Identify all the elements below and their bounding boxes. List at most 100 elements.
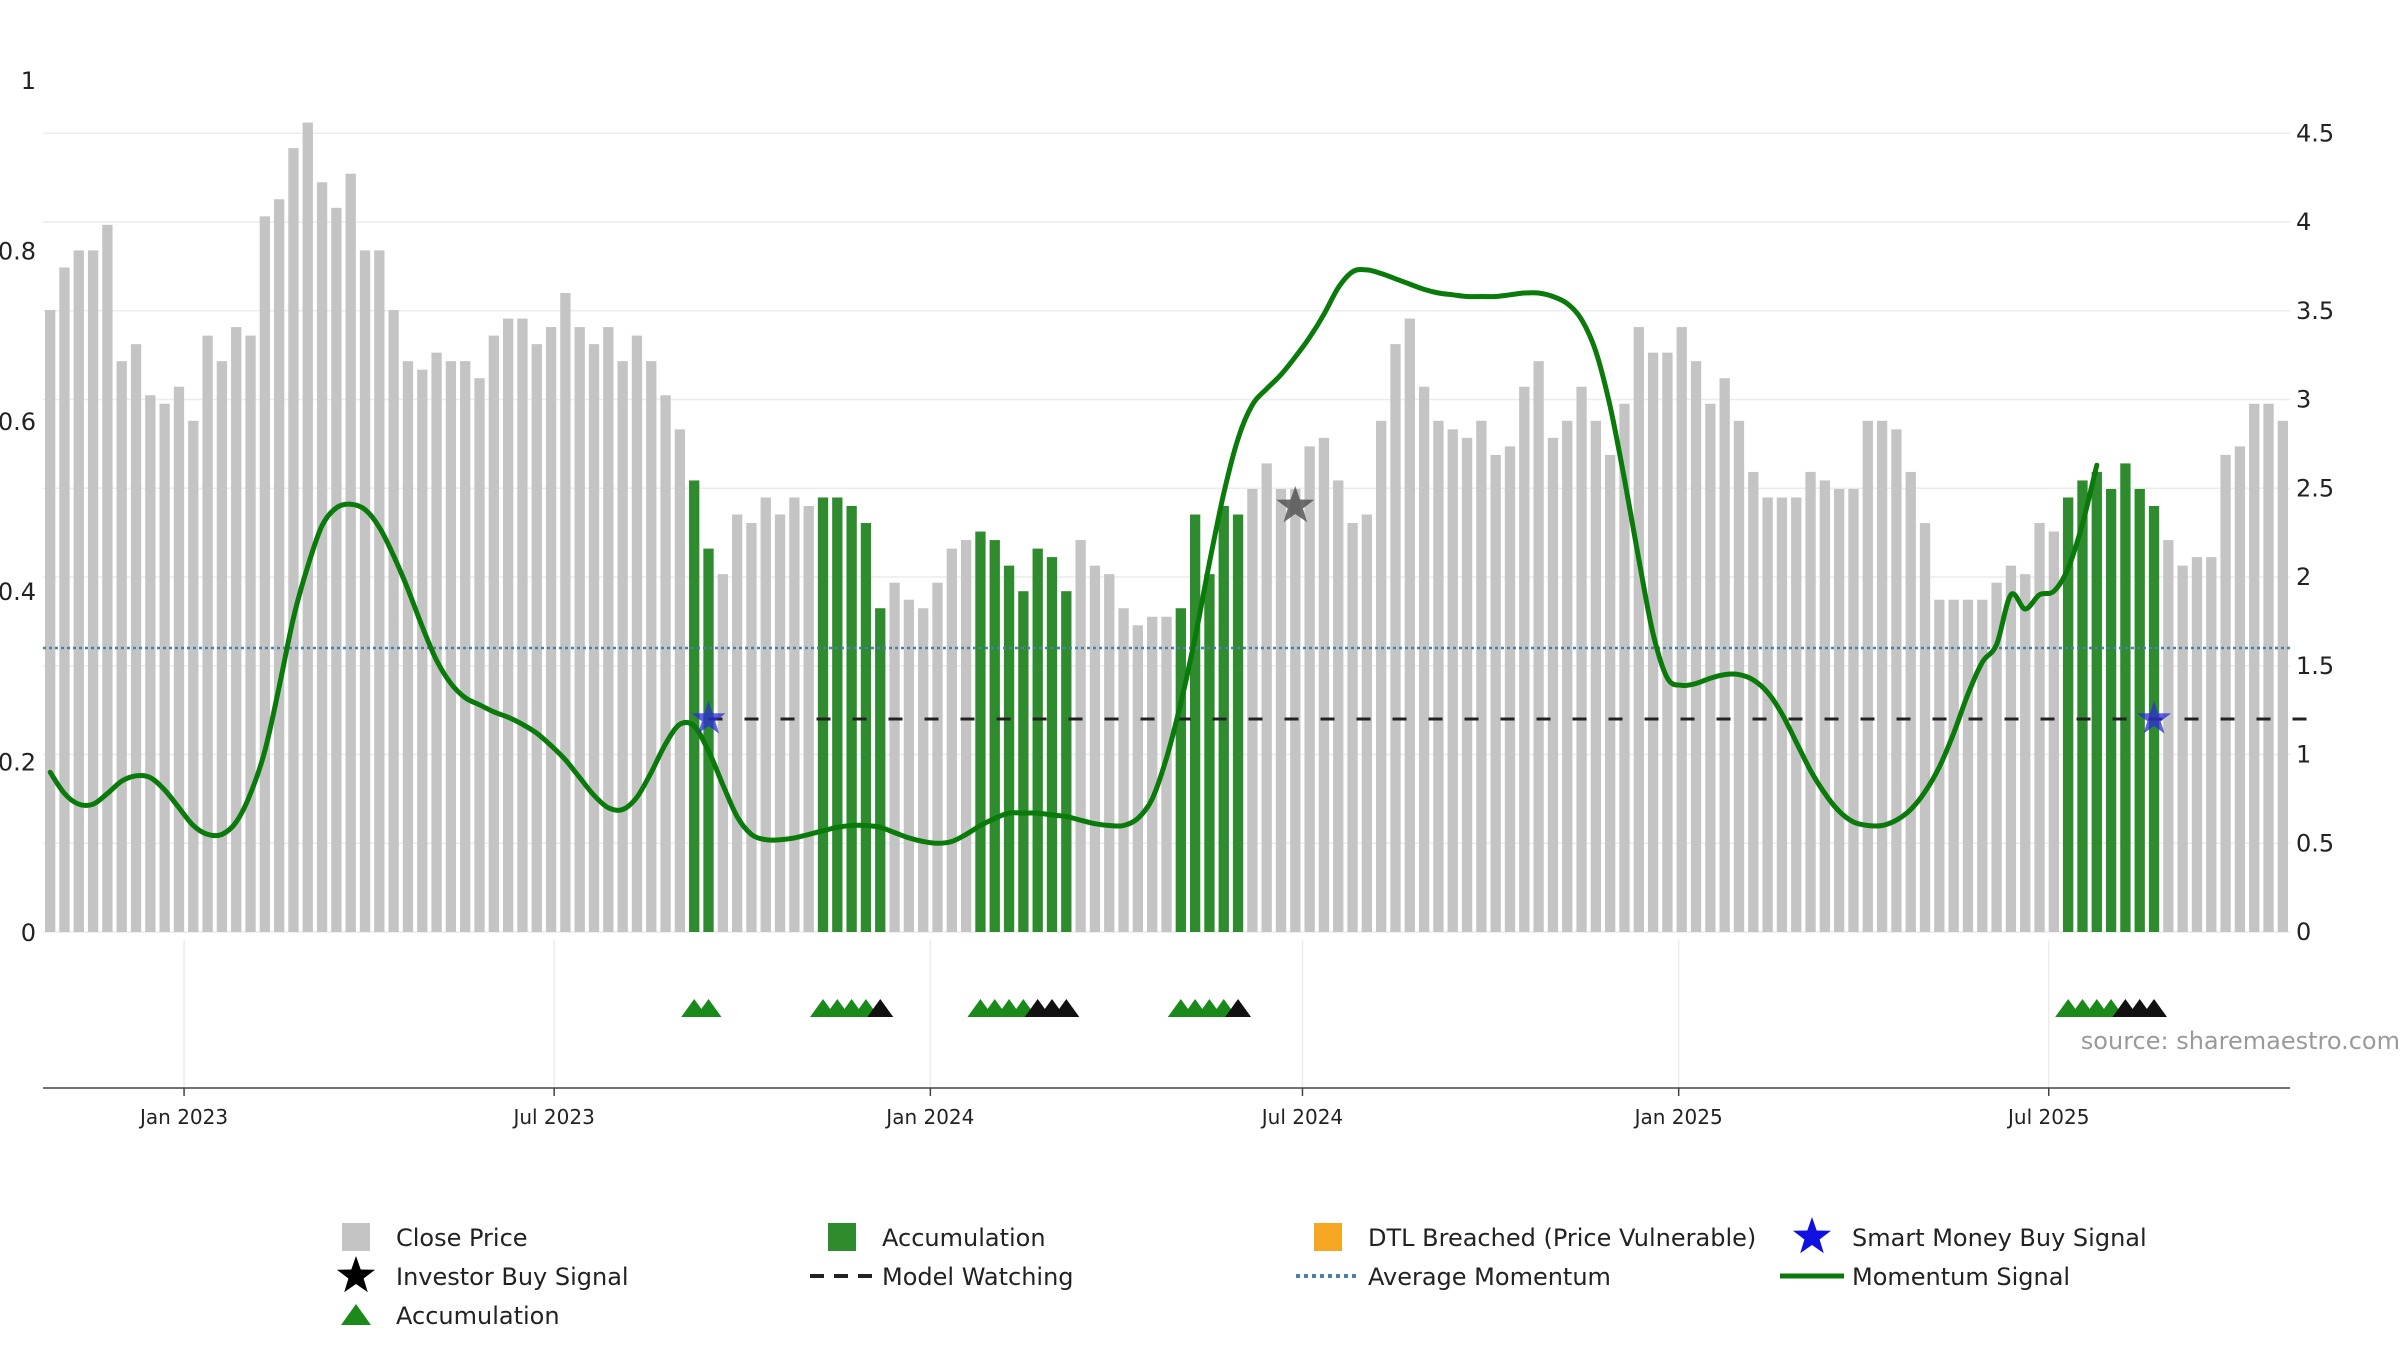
legend-item: Average Momentum — [1296, 1263, 1611, 1291]
close-price-bar — [1361, 514, 1373, 932]
close-price-bar — [388, 310, 399, 932]
close-price-bar — [1862, 420, 1873, 932]
accumulation-bar — [1175, 608, 1186, 932]
accumulation-bar — [703, 548, 714, 932]
close-price-bar — [1118, 608, 1129, 932]
legend-star-icon — [337, 1256, 375, 1293]
right-axis-tick-label: 1 — [2296, 741, 2311, 769]
accumulation-bar — [2134, 488, 2145, 932]
close-price-bar — [1977, 599, 1988, 932]
close-price-bar — [102, 224, 113, 933]
close-price-bar — [374, 250, 385, 932]
close-price-bar — [216, 361, 228, 932]
close-price-bar — [2177, 565, 2188, 932]
close-price-bar — [145, 395, 156, 932]
close-price-bar — [1891, 429, 1902, 932]
legend-item: Close Price — [342, 1223, 528, 1252]
right-axis-tick-label: 3 — [2296, 386, 2311, 414]
x-tick-label: Jan 2023 — [138, 1105, 228, 1129]
accumulation-bar — [1189, 514, 1201, 932]
legend-item: Smart Money Buy Signal — [1793, 1217, 2147, 1254]
close-price-bar — [517, 318, 528, 932]
legend-label: Accumulation — [396, 1302, 560, 1330]
left-axis-tick-label: 0.6 — [0, 408, 36, 436]
close-price-bar — [1333, 480, 1344, 932]
accumulation-bar — [817, 497, 829, 932]
accumulation-bar — [2120, 463, 2131, 932]
close-price-bar — [1662, 352, 1673, 932]
close-price-bar — [431, 352, 442, 932]
close-price-bar — [2206, 557, 2217, 932]
close-price-bar — [288, 148, 299, 932]
close-price-bar — [1991, 582, 2002, 932]
close-price-bar — [1676, 327, 1687, 933]
legend-label: Smart Money Buy Signal — [1852, 1224, 2147, 1252]
close-price-bar — [1762, 497, 1773, 932]
accumulation-bar — [875, 608, 886, 932]
close-price-bar — [646, 361, 657, 932]
accumulation-triangle — [867, 999, 894, 1017]
accumulation-bar — [989, 540, 1000, 932]
close-price-bar — [1819, 480, 1831, 932]
close-price-bar — [2020, 574, 2031, 932]
close-price-bar — [2220, 454, 2231, 932]
accumulation-bar — [975, 531, 986, 932]
close-price-bar — [2048, 531, 2060, 932]
close-price-bar — [231, 327, 242, 933]
close-price-bar — [273, 199, 285, 932]
close-price-bar — [1404, 318, 1415, 932]
x-tick-label: Jan 2025 — [1633, 1105, 1723, 1129]
legend-triangle-icon — [341, 1304, 371, 1325]
close-price-bar — [1461, 437, 1473, 932]
close-price-bar — [1304, 446, 1315, 932]
close-price-bar — [774, 514, 786, 932]
left-axis-tick-label: 1 — [21, 67, 36, 95]
close-price-bar — [73, 250, 84, 932]
line-series — [43, 267, 2312, 846]
close-price-bar — [1104, 574, 1115, 932]
triangle-markers — [681, 999, 2168, 1017]
legend-swatch — [828, 1223, 856, 1251]
close-price-bar — [502, 318, 514, 932]
close-price-bar — [1447, 429, 1458, 932]
legend-item: Model Watching — [810, 1263, 1074, 1291]
close-price-bar — [617, 361, 628, 932]
close-price-bar — [531, 344, 542, 932]
close-price-bar — [674, 429, 686, 932]
accumulation-bar — [1204, 574, 1215, 932]
close-price-bar — [474, 378, 485, 932]
legend-item: Accumulation — [828, 1223, 1046, 1252]
close-price-bar — [1962, 599, 1974, 932]
close-price-bar — [1533, 361, 1544, 932]
close-price-bar — [1919, 523, 1931, 932]
close-price-bar — [731, 514, 743, 932]
legend-label: DTL Breached (Price Vulnerable) — [1368, 1224, 1756, 1252]
close-price-bar — [760, 497, 771, 932]
legend-label: Accumulation — [882, 1224, 1046, 1252]
close-price-bar — [1605, 454, 1616, 932]
close-price-bar — [1576, 386, 1587, 933]
close-price-bar — [2034, 523, 2045, 932]
accumulation-bar — [2105, 488, 2117, 932]
close-price-bar — [1290, 488, 1301, 932]
legend-item: Accumulation — [341, 1302, 560, 1330]
legend-label: Investor Buy Signal — [396, 1263, 629, 1291]
right-axis-tick-label: 1.5 — [2296, 652, 2334, 680]
close-price-bar — [245, 335, 256, 933]
close-price-bar — [445, 361, 457, 932]
close-price-bar — [2234, 446, 2246, 932]
legend-star-icon — [1793, 1217, 1831, 1254]
close-price-bar — [1490, 454, 1501, 932]
close-price-bar — [1791, 497, 1802, 932]
close-price-bar — [417, 369, 428, 932]
accumulation-bar — [1032, 548, 1043, 932]
x-tick-label: Jul 2025 — [2006, 1105, 2089, 1129]
close-price-bar — [1834, 488, 1845, 932]
left-axis-tick-label: 0.8 — [0, 237, 36, 265]
close-price-bar — [660, 395, 671, 932]
close-price-bar — [1633, 327, 1644, 933]
close-price-bar — [946, 548, 957, 932]
close-price-bar — [1690, 361, 1702, 932]
close-price-bar — [259, 216, 270, 932]
